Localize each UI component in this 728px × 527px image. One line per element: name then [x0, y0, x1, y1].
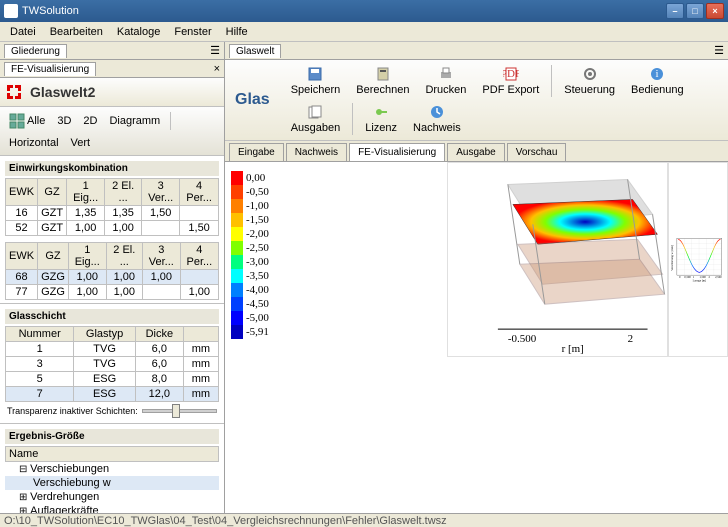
ewk-table-1[interactable]: EWKGZ1 Eig...2 El. ...3 Ver...4 Per... 1…: [5, 178, 219, 236]
titlebar: TWSolution – □ ×: [0, 0, 728, 22]
ewk-heading: Einwirkungskombination: [5, 161, 219, 176]
svg-text:i: i: [656, 68, 659, 80]
layout-horizontal-button[interactable]: Horizontal: [4, 134, 64, 152]
view-2d-button[interactable]: 2D: [78, 110, 102, 132]
left-sidebar: Gliederung ☰ FE-Visualisierung × Glaswel…: [0, 42, 225, 513]
viz-tab[interactable]: FE-Visualisierung: [4, 62, 96, 76]
menu-datei[interactable]: Datei: [4, 24, 42, 40]
transparency-slider[interactable]: [142, 409, 217, 413]
svg-text:2: 2: [627, 333, 632, 345]
svg-text:-5,00: -5,00: [246, 312, 269, 324]
svg-text:0,00: 0,00: [246, 172, 266, 184]
svg-text:r [m]: r [m]: [561, 343, 583, 355]
panel-close-icon[interactable]: ×: [214, 63, 220, 75]
tab-eingabe[interactable]: Eingabe: [229, 143, 284, 161]
svg-text:0: 0: [679, 275, 681, 279]
result-heading: Ergebnis-Größe: [5, 429, 219, 444]
svg-text:2,500: 2,500: [715, 275, 722, 279]
close-button[interactable]: ×: [706, 3, 724, 19]
svg-text:-1,50: -1,50: [246, 214, 269, 226]
menubar: Datei Bearbeiten Kataloge Fenster Hilfe: [0, 22, 728, 42]
iso-3d-view[interactable]: -0.500 2 r [m]: [447, 162, 669, 357]
svg-text:-3,50: -3,50: [246, 270, 269, 282]
color-legend: 0,00 -0,50 -1,00 -1,50 -2,00 -2,50 -3,00 -3,50 -…: [225, 162, 447, 513]
tree-auflagerkrafte[interactable]: ⊞ Auflagerkräfte: [5, 504, 219, 513]
svg-text:-2,50: -2,50: [246, 242, 269, 254]
tab-nachweis[interactable]: Nachweis: [286, 143, 347, 161]
menu-fenster[interactable]: Fenster: [168, 24, 217, 40]
window-title: TWSolution: [22, 5, 79, 17]
tree-verdrehungen[interactable]: ⊞ Verdrehungen: [5, 490, 219, 504]
transparency-label: Transparenz inaktiver Schichten:: [7, 406, 138, 416]
menu-kataloge[interactable]: Kataloge: [111, 24, 166, 40]
tree-verschiebung-w[interactable]: Verschiebung w: [5, 476, 219, 490]
maximize-button[interactable]: □: [686, 3, 704, 19]
bedienung-button[interactable]: iBedienung: [624, 63, 691, 99]
table-row: 16GZT1,351,351,50: [6, 206, 219, 221]
svg-text:-5,91: -5,91: [246, 326, 269, 338]
page-heading: Glas: [225, 85, 280, 115]
svg-text:2: 2: [709, 275, 711, 279]
minimize-button[interactable]: –: [666, 3, 684, 19]
svg-text:-4,50: -4,50: [246, 298, 269, 310]
svg-text:PDF: PDF: [503, 68, 519, 80]
app-icon: [4, 4, 18, 18]
tab-ausgabe[interactable]: Ausgabe: [447, 143, 504, 161]
svg-text:1,500: 1,500: [699, 275, 706, 279]
doc-title: Glaswelt2: [30, 84, 95, 100]
outline-tab[interactable]: Gliederung: [4, 44, 67, 58]
view-alle-button[interactable]: Alle: [4, 110, 50, 132]
speichern-button[interactable]: Speichern: [284, 63, 348, 99]
menu-bearbeiten[interactable]: Bearbeiten: [44, 24, 109, 40]
tab-vorschau[interactable]: Vorschau: [507, 143, 567, 161]
svg-text:0,500: 0,500: [684, 275, 691, 279]
tab-fe-viz[interactable]: FE-Visualisierung: [349, 143, 445, 161]
glass-heading: Glasschicht: [5, 309, 219, 324]
table-row: 77GZG1,001,001,00: [6, 285, 219, 300]
nachweis-button[interactable]: Nachweis: [406, 101, 468, 137]
svg-text:-0.500: -0.500: [507, 333, 536, 345]
right-content: Glaswelt ☰ Glas Speichern Berechnen Druc…: [225, 42, 728, 513]
tree-verschiebungen[interactable]: ⊟ Verschiebungen: [5, 462, 219, 476]
table-row: 7ESG12,0mm: [6, 387, 219, 402]
doc-tab-close-icon[interactable]: ☰: [714, 44, 724, 57]
svg-text:-2,00: -2,00: [246, 228, 269, 240]
content-tabs: Eingabe Nachweis FE-Visualisierung Ausga…: [225, 141, 728, 162]
statusbar: O:\10_TWSolution\EC10_TWGlas\04_Test\04_…: [0, 513, 728, 527]
view-diagramm-button[interactable]: Diagramm: [104, 110, 165, 132]
curve-chart[interactable]: Verschiebung w [mm] 0 0,500 1 1,500 2 2,…: [668, 162, 728, 357]
doc-tab[interactable]: Glaswelt: [229, 44, 281, 58]
svg-text:Laenge [m]: Laenge [m]: [693, 279, 706, 283]
svg-text:-1,00: -1,00: [246, 200, 269, 212]
glass-table[interactable]: NummerGlastypDicke 1TVG6,0mm 3TVG6,0mm 5…: [5, 326, 219, 402]
drucken-button[interactable]: Drucken: [418, 63, 473, 99]
svg-text:-0,50: -0,50: [246, 186, 269, 198]
layout-vert-button[interactable]: Vert: [66, 134, 96, 152]
ausgaben-button[interactable]: Ausgaben: [284, 101, 348, 137]
table-row: 1TVG6,0mm: [6, 342, 219, 357]
table-row: 3TVG6,0mm: [6, 357, 219, 372]
svg-text:Verschiebung w [mm]: Verschiebung w [mm]: [670, 245, 674, 271]
berechnen-button[interactable]: Berechnen: [349, 63, 416, 99]
svg-text:-3,00: -3,00: [246, 256, 269, 268]
table-row: 52GZT1,001,001,50: [6, 221, 219, 236]
table-row: 5ESG8,0mm: [6, 372, 219, 387]
steuerung-button[interactable]: Steuerung: [557, 63, 622, 99]
document-icon: [4, 82, 24, 102]
svg-text:-4,00: -4,00: [246, 284, 269, 296]
ewk-table-2[interactable]: EWKGZ1 Eig...2 El. ...3 Ver...4 Per... 6…: [5, 242, 219, 300]
status-path: O:\10_TWSolution\EC10_TWGlas\04_Test\04_…: [4, 515, 447, 527]
view-3d-button[interactable]: 3D: [52, 110, 76, 132]
table-row: 68GZG1,001,001,00: [6, 270, 219, 285]
svg-text:1: 1: [693, 275, 695, 279]
pdf-button[interactable]: PDFPDF Export: [475, 63, 546, 99]
lizenz-button[interactable]: Lizenz: [358, 101, 404, 137]
panel-close-icon[interactable]: ☰: [210, 44, 220, 57]
menu-hilfe[interactable]: Hilfe: [220, 24, 254, 40]
